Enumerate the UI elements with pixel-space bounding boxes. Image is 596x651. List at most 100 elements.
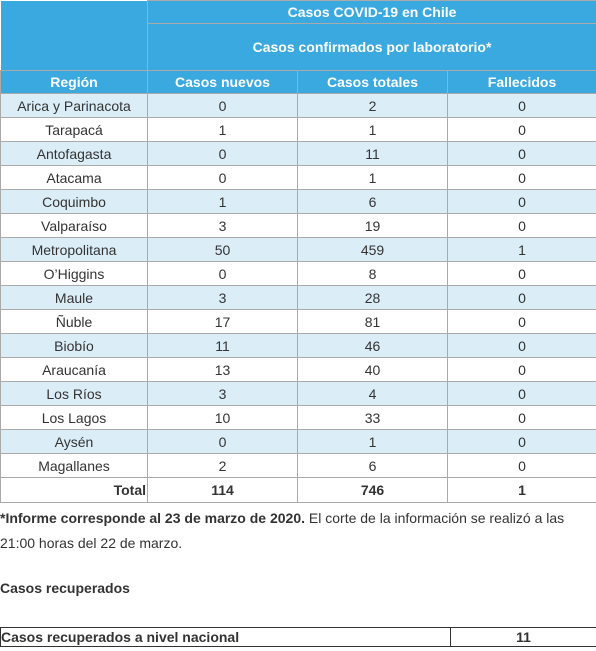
- table-row: Antofagasta 0 11 0: [0, 141, 596, 166]
- recovered-table: Casos recuperados a nivel nacional 11: [0, 627, 596, 647]
- deaths-cell: 0: [447, 309, 596, 334]
- new-cases-cell: 2: [147, 453, 298, 478]
- total-cases-cell: 33: [297, 405, 448, 430]
- total-cases-cell: 1: [297, 429, 448, 454]
- table-row: Araucanía 13 40 0: [0, 357, 596, 382]
- new-cases-cell: 17: [147, 309, 298, 334]
- deaths-cell: 1: [447, 237, 596, 262]
- column-header-total-cases: Casos totales: [297, 70, 448, 94]
- table-row: Los Lagos 10 33 0: [0, 405, 596, 430]
- total-cases-cell: 1: [297, 165, 448, 190]
- column-header-region: Región: [0, 70, 148, 94]
- region-cell: Los Lagos: [0, 405, 148, 430]
- total-cases-cell: 2: [297, 93, 448, 118]
- covid-cases-table: Casos COVID-19 en Chile Casos confirmado…: [0, 0, 596, 503]
- table-title: Casos COVID-19 en Chile: [147, 0, 596, 24]
- total-new-cases: 114: [147, 477, 298, 503]
- new-cases-cell: 13: [147, 357, 298, 382]
- table-body: Arica y Parinacota 0 2 0 Tarapacá 1 1 0 Antofaga…: [0, 93, 596, 478]
- deaths-cell: 0: [447, 93, 596, 118]
- recovered-heading: Casos recuperados: [0, 580, 130, 596]
- total-label: Total: [0, 477, 148, 503]
- deaths-cell: 0: [447, 261, 596, 286]
- total-cases-cell: 6: [297, 453, 448, 478]
- deaths-cell: 0: [447, 429, 596, 454]
- deaths-cell: 0: [447, 213, 596, 238]
- total-cases-cell: 81: [297, 309, 448, 334]
- new-cases-cell: 0: [147, 429, 298, 454]
- table-row: Tarapacá 1 1 0: [0, 117, 596, 142]
- region-cell: Los Ríos: [0, 381, 148, 406]
- corner-cell: [0, 0, 148, 71]
- table-row: Los Ríos 3 4 0: [0, 381, 596, 406]
- total-cases-cell: 11: [297, 141, 448, 166]
- total-cases-cell: 459: [297, 237, 448, 262]
- region-cell: Maule: [0, 285, 148, 310]
- new-cases-cell: 0: [147, 93, 298, 118]
- table-subtitle: Casos confirmados por laboratorio*: [147, 23, 596, 71]
- table-row: Ñuble 17 81 0: [0, 309, 596, 334]
- deaths-cell: 0: [447, 189, 596, 214]
- total-cases-cell: 28: [297, 285, 448, 310]
- table-row: Magallanes 2 6 0: [0, 453, 596, 478]
- total-cases-cell: 4: [297, 381, 448, 406]
- region-cell: Coquimbo: [0, 189, 148, 214]
- deaths-cell: 0: [447, 333, 596, 358]
- column-header-new-cases: Casos nuevos: [147, 70, 298, 94]
- region-cell: Metropolitana: [0, 237, 148, 262]
- total-cases-cell: 19: [297, 213, 448, 238]
- region-cell: Antofagasta: [0, 141, 148, 166]
- total-cases-cell: 8: [297, 261, 448, 286]
- deaths-cell: 0: [447, 405, 596, 430]
- total-total-cases: 746: [297, 477, 448, 503]
- report-note: *Informe corresponde al 23 de marzo de 2…: [0, 506, 596, 556]
- region-cell: Ñuble: [0, 309, 148, 334]
- total-cases-cell: 46: [297, 333, 448, 358]
- region-cell: Araucanía: [0, 357, 148, 382]
- table-row: Metropolitana 50 459 1: [0, 237, 596, 262]
- new-cases-cell: 11: [147, 333, 298, 358]
- region-cell: Aysén: [0, 429, 148, 454]
- region-cell: Magallanes: [0, 453, 148, 478]
- deaths-cell: 0: [447, 165, 596, 190]
- total-row: Total 114 746 1: [0, 477, 596, 503]
- new-cases-cell: 0: [147, 165, 298, 190]
- recovered-label: Casos recuperados a nivel nacional: [0, 627, 451, 647]
- deaths-cell: 0: [447, 453, 596, 478]
- new-cases-cell: 1: [147, 189, 298, 214]
- deaths-cell: 0: [447, 141, 596, 166]
- table-row: O’Higgins 0 8 0: [0, 261, 596, 286]
- table-row: Maule 3 28 0: [0, 285, 596, 310]
- deaths-cell: 0: [447, 357, 596, 382]
- region-cell: Biobío: [0, 333, 148, 358]
- region-cell: Atacama: [0, 165, 148, 190]
- total-cases-cell: 1: [297, 117, 448, 142]
- region-cell: O’Higgins: [0, 261, 148, 286]
- report-note-text: El corte de la información se realizó a …: [0, 510, 565, 551]
- table-row: Aysén 0 1 0: [0, 429, 596, 454]
- new-cases-cell: 0: [147, 261, 298, 286]
- table-row: Biobío 11 46 0: [0, 333, 596, 358]
- new-cases-cell: 1: [147, 117, 298, 142]
- total-cases-cell: 6: [297, 189, 448, 214]
- table-row: Valparaíso 3 19 0: [0, 213, 596, 238]
- new-cases-cell: 3: [147, 381, 298, 406]
- report-note-date: *Informe corresponde al 23 de marzo de 2…: [0, 510, 306, 526]
- deaths-cell: 0: [447, 285, 596, 310]
- recovered-row: Casos recuperados a nivel nacional 11: [0, 627, 596, 647]
- new-cases-cell: 10: [147, 405, 298, 430]
- column-header-deaths: Fallecidos: [447, 70, 596, 94]
- new-cases-cell: 0: [147, 141, 298, 166]
- total-cases-cell: 40: [297, 357, 448, 382]
- region-cell: Arica y Parinacota: [0, 93, 148, 118]
- total-deaths: 1: [447, 477, 596, 503]
- deaths-cell: 0: [447, 117, 596, 142]
- new-cases-cell: 50: [147, 237, 298, 262]
- recovered-value: 11: [450, 627, 596, 647]
- deaths-cell: 0: [447, 381, 596, 406]
- region-cell: Valparaíso: [0, 213, 148, 238]
- region-cell: Tarapacá: [0, 117, 148, 142]
- new-cases-cell: 3: [147, 285, 298, 310]
- new-cases-cell: 3: [147, 213, 298, 238]
